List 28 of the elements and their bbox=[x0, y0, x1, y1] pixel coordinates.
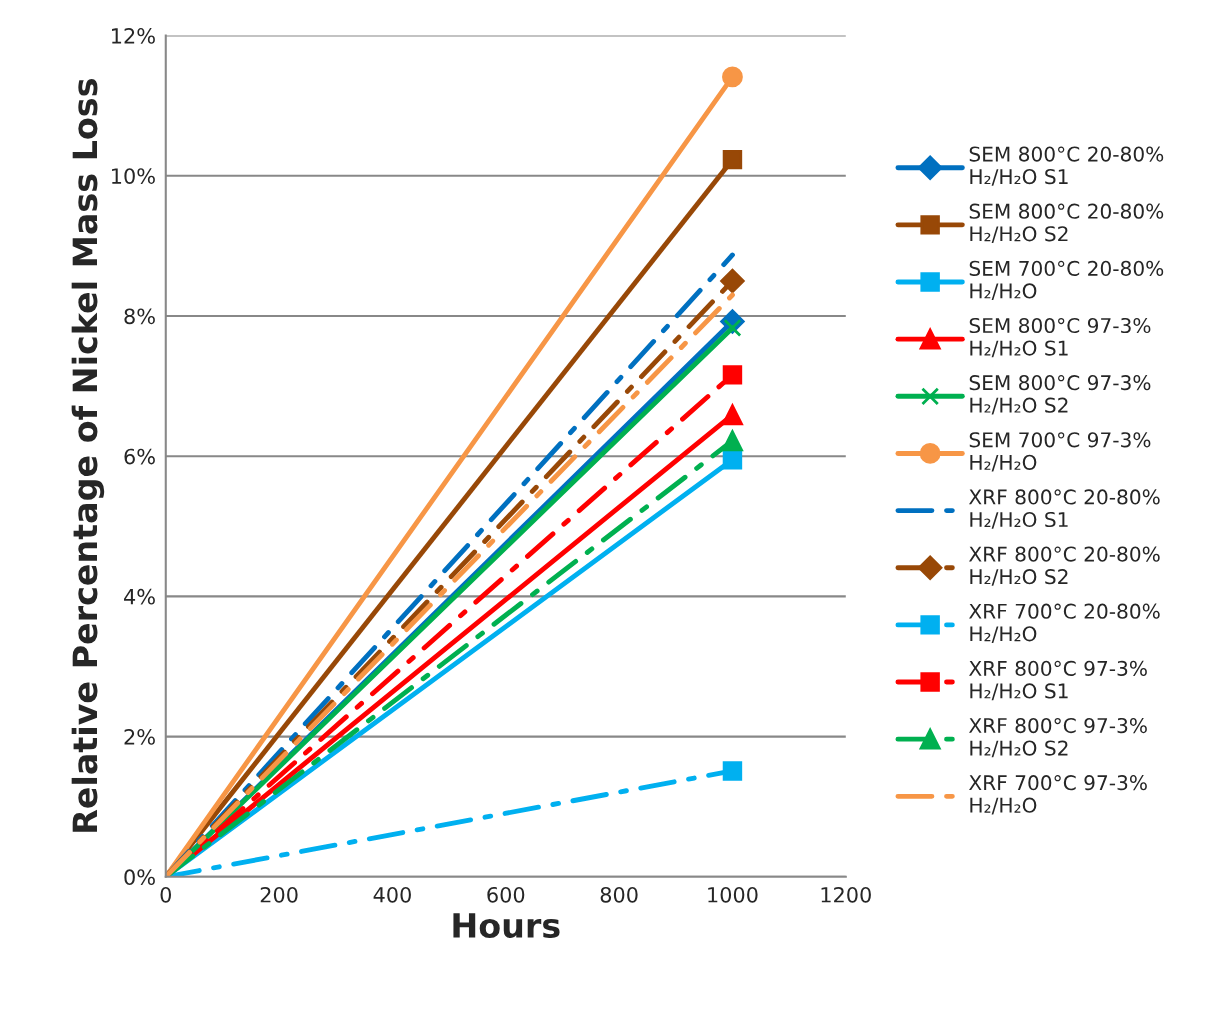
y-tick-label: 10% bbox=[112, 168, 155, 184]
legend-label: SEM 800°C 97-3% H₂/H₂O S2 bbox=[969, 375, 1151, 415]
x-tick-label: 1000 bbox=[708, 886, 758, 903]
legend-label: XRF 700°C 97-3% H₂/H₂O bbox=[969, 775, 1147, 815]
y-tick-label: 4% bbox=[124, 588, 155, 605]
legend-label: SEM 800°C 97-3% H₂/H₂O S1 bbox=[969, 317, 1151, 358]
legend-label: SEM 700°C 20-80% H₂/H₂O bbox=[969, 260, 1164, 301]
x-tick-label: 0 bbox=[160, 886, 172, 903]
legend-label: XRF 800°C 20-80% H₂/H₂O S1 bbox=[969, 489, 1160, 529]
legend-label: SEM 800°C 20-80% H₂/H₂O S2 bbox=[969, 203, 1164, 243]
legend-label: XRF 800°C 97-3% H₂/H₂O S1 bbox=[969, 660, 1147, 701]
x-tick-label: 200 bbox=[260, 886, 298, 903]
y-tick-label: 2% bbox=[124, 729, 155, 745]
legend-label: XRF 700°C 20-80% H₂/H₂O bbox=[969, 603, 1160, 643]
legend-label: XRF 800°C 20-80% H₂/H₂O S2 bbox=[969, 546, 1160, 586]
y-axis-title: Relative Percentage of Nickel Mass Loss bbox=[71, 79, 105, 832]
x-tick-label: 800 bbox=[600, 886, 638, 903]
legend-label: SEM 700°C 97-3% H₂/H₂O bbox=[969, 432, 1151, 472]
y-tick-label: 8% bbox=[124, 308, 155, 325]
y-tick-label: 0% bbox=[124, 869, 155, 886]
x-axis-title: Hours bbox=[453, 913, 560, 939]
legend-label: XRF 800°C 97-3% H₂/H₂O S2 bbox=[969, 717, 1147, 758]
x-tick-label: 400 bbox=[373, 886, 411, 903]
legend-label: SEM 800°C 20-80% H₂/H₂O S1 bbox=[969, 146, 1164, 186]
x-tick-label: 600 bbox=[487, 886, 525, 903]
y-tick-label: 12% bbox=[112, 28, 155, 44]
y-tick-label: 6% bbox=[124, 448, 155, 465]
x-tick-label: 1200 bbox=[821, 886, 871, 903]
